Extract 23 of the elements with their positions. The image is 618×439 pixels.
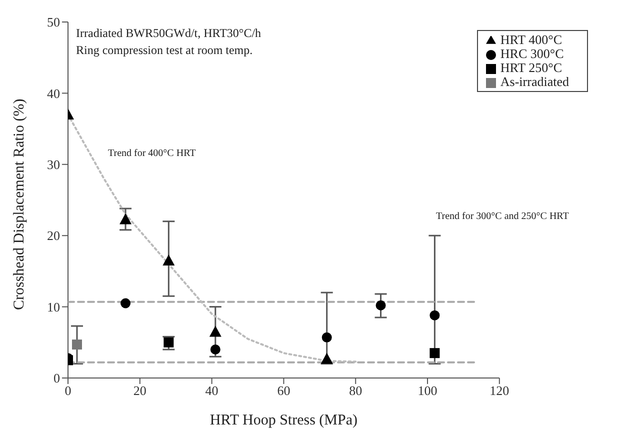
y-axis-title: Crosshead Displacement Ratio (%): [11, 98, 28, 310]
x-tick-label: 0: [64, 383, 72, 398]
y-tick-label: 20: [47, 228, 60, 244]
y-tick-label: 40: [47, 86, 60, 101]
x-tick-label: 60: [277, 383, 290, 398]
annotation: Irradiated BWR50GWd/t, HRT30°C/h: [76, 26, 262, 41]
y-tick-label: 50: [47, 14, 60, 30]
y-tick-label: 0: [54, 370, 60, 386]
x-axis-title: HRT Hoop Stress (MPa): [210, 412, 358, 429]
legend-label: HRT 400°C: [500, 32, 562, 47]
annotation: Trend for 300°C and 250°C HRT: [436, 211, 569, 222]
x-tick-label: 100: [418, 383, 438, 398]
x-tick-label: 20: [133, 383, 146, 398]
x-tick-label: 80: [349, 383, 362, 398]
annotation: Trend for 400°C HRT: [108, 148, 196, 159]
annotation: Ring compression test at room temp.: [76, 43, 253, 58]
legend-label: HRC 300°C: [500, 46, 564, 61]
legend-label: HRT 250°C: [500, 60, 562, 75]
y-tick-label: 10: [47, 299, 60, 314]
y-tick-label: 30: [47, 157, 60, 172]
x-tick-label: 40: [205, 383, 218, 398]
legend-label: As-irradiated: [500, 74, 569, 89]
x-tick-label: 120: [490, 383, 510, 398]
